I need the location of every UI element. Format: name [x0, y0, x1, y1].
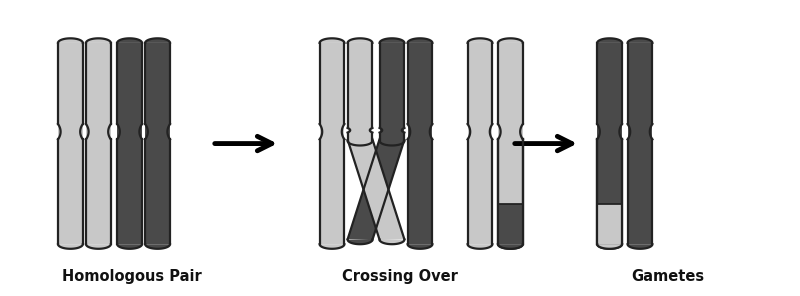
Polygon shape	[467, 38, 492, 43]
Polygon shape	[146, 43, 170, 124]
Polygon shape	[628, 124, 653, 139]
Polygon shape	[498, 124, 523, 139]
Polygon shape	[118, 43, 142, 124]
Polygon shape	[467, 43, 492, 124]
Polygon shape	[58, 124, 83, 139]
Polygon shape	[408, 43, 432, 124]
Polygon shape	[467, 244, 492, 249]
Polygon shape	[408, 244, 432, 249]
Polygon shape	[319, 124, 344, 139]
Polygon shape	[379, 240, 404, 244]
Polygon shape	[628, 43, 653, 124]
Polygon shape	[319, 43, 344, 124]
Polygon shape	[348, 133, 373, 141]
Polygon shape	[408, 139, 432, 244]
Polygon shape	[467, 124, 492, 139]
Polygon shape	[379, 133, 404, 141]
Polygon shape	[86, 124, 110, 139]
Polygon shape	[86, 244, 110, 249]
Polygon shape	[146, 124, 170, 139]
Polygon shape	[58, 139, 83, 244]
Polygon shape	[379, 128, 404, 133]
Polygon shape	[86, 43, 110, 124]
Polygon shape	[86, 38, 110, 43]
Polygon shape	[58, 38, 83, 43]
Polygon shape	[628, 244, 653, 249]
Polygon shape	[348, 139, 404, 240]
Polygon shape	[118, 139, 142, 244]
Polygon shape	[467, 139, 492, 244]
Polygon shape	[118, 38, 142, 43]
Polygon shape	[348, 240, 373, 244]
Polygon shape	[628, 38, 653, 43]
Polygon shape	[597, 124, 622, 139]
Text: Homologous Pair: Homologous Pair	[62, 269, 202, 284]
Polygon shape	[498, 204, 523, 244]
Polygon shape	[498, 244, 523, 249]
Polygon shape	[58, 244, 83, 249]
Polygon shape	[118, 124, 142, 139]
Polygon shape	[118, 244, 142, 249]
Polygon shape	[498, 139, 523, 244]
Polygon shape	[597, 38, 622, 43]
Polygon shape	[319, 38, 344, 43]
Polygon shape	[319, 139, 344, 244]
Polygon shape	[408, 38, 432, 43]
Polygon shape	[597, 244, 622, 249]
Polygon shape	[597, 244, 622, 249]
Polygon shape	[146, 139, 170, 244]
Polygon shape	[348, 128, 373, 133]
Polygon shape	[379, 38, 404, 43]
Polygon shape	[498, 38, 523, 43]
Text: Crossing Over: Crossing Over	[342, 269, 458, 284]
Polygon shape	[348, 141, 373, 145]
Polygon shape	[498, 43, 523, 124]
Polygon shape	[58, 43, 83, 124]
Polygon shape	[628, 139, 653, 244]
Polygon shape	[348, 38, 373, 43]
Polygon shape	[498, 244, 523, 249]
Polygon shape	[597, 139, 622, 244]
Polygon shape	[348, 43, 373, 128]
Polygon shape	[597, 204, 622, 244]
Text: Gametes: Gametes	[631, 269, 705, 284]
Polygon shape	[379, 141, 404, 145]
Polygon shape	[86, 139, 110, 244]
Polygon shape	[597, 43, 622, 124]
Polygon shape	[408, 124, 432, 139]
Polygon shape	[146, 38, 170, 43]
Polygon shape	[319, 244, 344, 249]
Polygon shape	[146, 244, 170, 249]
Polygon shape	[379, 43, 404, 128]
Polygon shape	[348, 139, 404, 240]
